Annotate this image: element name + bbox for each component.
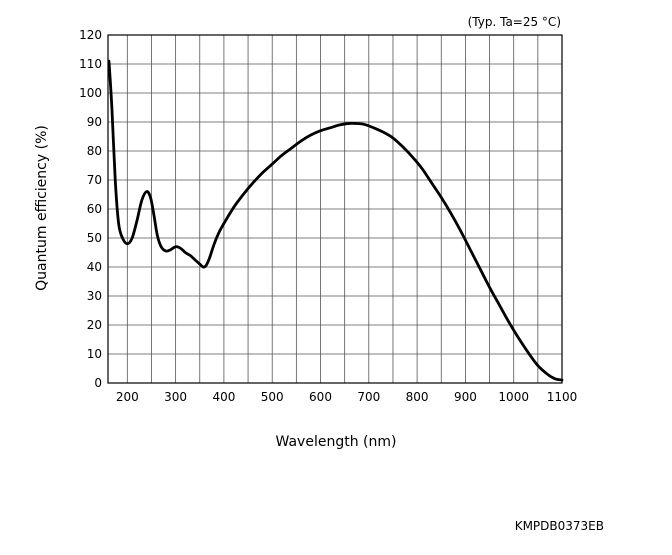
x-tick-label: 400 [212, 390, 235, 404]
grid [107, 34, 563, 384]
x-tick-label: 700 [357, 390, 380, 404]
x-tick-label: 900 [454, 390, 477, 404]
y-tick-label: 90 [87, 115, 102, 129]
series-line [107, 59, 564, 382]
y-tick-label: 20 [87, 318, 102, 332]
y-tick-label: 60 [87, 202, 102, 216]
plot-frame [107, 34, 563, 384]
y-tick-label: 30 [87, 289, 102, 303]
y-tick-label: 10 [87, 347, 102, 361]
x-tick-label: 1000 [498, 390, 529, 404]
x-tick-labels: 200 300 400 500 600 700 800 900 1000 1100 [116, 390, 577, 404]
x-tick-label: 500 [261, 390, 284, 404]
y-tick-label: 0 [94, 376, 102, 390]
x-tick-label: 200 [116, 390, 139, 404]
x-tick-label: 800 [406, 390, 429, 404]
x-axis-label: Wavelength (nm) [276, 434, 397, 450]
x-tick-label: 1100 [547, 390, 578, 404]
y-tick-label: 70 [87, 173, 102, 187]
y-tick-label: 50 [87, 231, 102, 245]
x-tick-label: 300 [164, 390, 187, 404]
y-tick-label: 120 [79, 28, 102, 42]
y-tick-label: 100 [79, 86, 102, 100]
document-code: KMPDB0373EB [514, 519, 604, 533]
y-tick-label: 110 [79, 57, 102, 71]
y-axis-label: Quantum efficiency (%) [34, 125, 50, 291]
y-tick-label: 80 [87, 144, 102, 158]
condition-annotation: (Typ. Ta=25 °C) [468, 15, 561, 29]
y-tick-label: 40 [87, 260, 102, 274]
y-tick-labels: 0 10 20 30 40 50 60 70 80 90 100 110 120 [79, 28, 102, 390]
x-tick-label: 600 [309, 390, 332, 404]
